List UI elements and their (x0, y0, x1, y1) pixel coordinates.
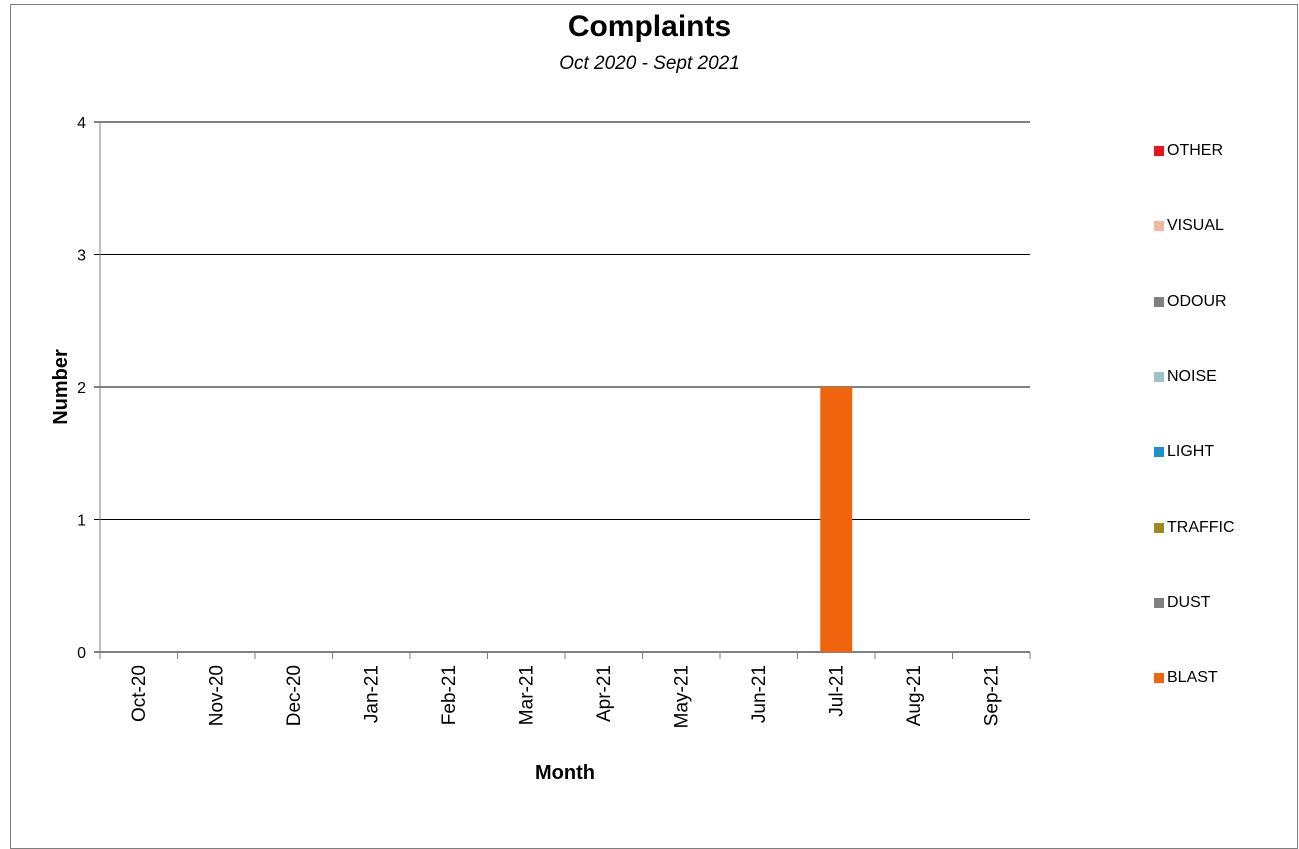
axes: 0 1 2 3 4 Oct-20 Nov-20 Dec-20 Jan-21 Feb-21 Mar-2… (77, 115, 1031, 728)
legend-swatch (1154, 221, 1164, 232)
y-tick-label: 0 (77, 645, 86, 662)
legend-label: TRAFFIC (1167, 518, 1235, 536)
legend-label: VISUAL (1167, 217, 1224, 235)
x-tick-label: May-21 (671, 665, 692, 728)
legend-item-light: LIGHT (1154, 441, 1214, 463)
x-tick-label: Dec-20 (284, 665, 305, 726)
y-tick-label: 4 (77, 115, 86, 132)
bar-blast-jul-21 (820, 387, 853, 652)
legend-swatch (1154, 447, 1164, 458)
x-tick-label: Apr-21 (594, 665, 615, 722)
x-tick-label: Aug-21 (904, 665, 925, 726)
x-tick-label: Jan-21 (361, 665, 382, 723)
x-tick-label: Jul-21 (826, 665, 847, 717)
chart-subtitle: Oct 2020 - Sept 2021 (559, 53, 740, 74)
x-tick-label: Jun-21 (749, 665, 770, 723)
bars (820, 387, 853, 652)
legend-label: ODOUR (1167, 292, 1227, 310)
y-axis-title: Number (50, 349, 72, 425)
y-tick-label: 3 (77, 248, 86, 265)
legend-item-other: OTHER (1154, 140, 1223, 162)
legend-label: DUST (1167, 593, 1211, 611)
legend-swatch (1154, 522, 1164, 533)
legend-item-odour: ODOUR (1154, 291, 1227, 313)
legend-swatch (1154, 296, 1164, 307)
x-axis-title: Month (535, 762, 595, 784)
legend-label: OTHER (1167, 142, 1223, 159)
gridlines (94, 121, 1030, 653)
x-tick-label: Oct-20 (129, 665, 150, 722)
legend-item-traffic: TRAFFIC (1154, 517, 1235, 539)
legend-swatch (1154, 597, 1164, 608)
legend-swatch (1154, 371, 1164, 382)
x-tick-label: Mar-21 (516, 665, 537, 725)
legend-item-blast: BLAST (1154, 667, 1218, 689)
legend-item-visual: VISUAL (1154, 215, 1224, 237)
y-tick-label: 1 (77, 513, 86, 530)
legend-label: BLAST (1167, 669, 1218, 687)
y-tick-label: 2 (77, 380, 86, 397)
legend-label: NOISE (1167, 367, 1217, 385)
x-tick-label: Feb-21 (439, 665, 460, 725)
legend-label: LIGHT (1167, 443, 1215, 461)
legend-item-dust: DUST (1154, 592, 1211, 614)
legend-swatch (1154, 673, 1164, 684)
chart-title: Complaints (567, 10, 732, 43)
x-tick-label: Sep-21 (981, 665, 1002, 726)
legend-item-noise: NOISE (1154, 366, 1217, 388)
legend-swatch (1154, 146, 1164, 156)
x-tick-label: Nov-20 (206, 665, 227, 726)
